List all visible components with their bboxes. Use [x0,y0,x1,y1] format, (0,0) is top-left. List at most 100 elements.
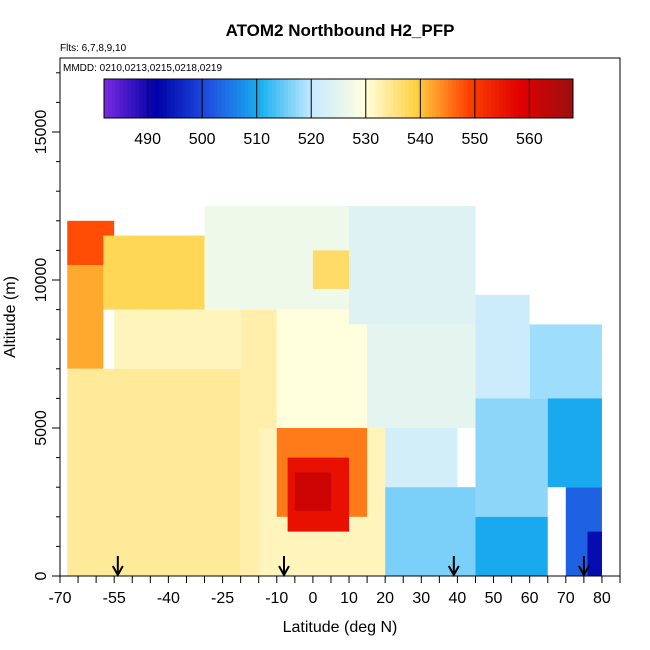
colorbar-tick-label: 560 [516,131,543,148]
colorbar-segment [373,79,379,118]
colorbar-segment [494,79,500,118]
colorbar-segment [104,79,109,118]
colorbar-segment [408,79,414,118]
colorbar-segment [205,79,211,118]
colorbar-segment [232,79,238,118]
x-tick-label: -10 [265,590,288,607]
colorbar-segment [158,79,164,118]
profile-markers [111,556,590,578]
colorbar-segment [526,79,531,118]
colorbar-segment [549,79,554,118]
colorbar-segment [123,79,128,118]
colorbar-segment [131,79,136,118]
colorbar-segment [209,79,214,118]
colorbar-segment [420,79,425,118]
heatmap-cell-1 [67,265,104,369]
x-tick-label: -25 [211,590,234,607]
colorbar-segment [217,79,222,118]
colorbar-segment [115,79,121,118]
colorbar-segment [307,79,312,118]
colorbar-segment [440,79,445,118]
colorbar-segment [424,79,429,118]
colorbar-segment [514,79,519,118]
colorbar-segment [287,79,293,118]
colorbar-segment [361,79,367,118]
colorbar: 490 500 510 520 530 540 550 560 [103,78,574,148]
y-tick-label: 10000 [33,258,50,303]
colorbar-segment [197,79,203,118]
colorbar-segment [279,79,285,118]
colorbar-tick-label: 500 [189,131,216,148]
y-tick-label: 0 [33,571,50,580]
colorbar-segment [354,79,359,118]
profile-arrow-icon [278,556,290,578]
colorbar-segment [553,79,558,118]
colorbar-segment [377,79,382,118]
colorbar-segment [315,79,320,118]
colorbar-segment [416,79,422,118]
colorbar-segment [510,79,515,118]
colorbar-segment [451,79,457,118]
colorbar-segment [111,79,117,118]
x-tick-label: 50 [485,590,503,607]
colorbar-segment [346,79,351,118]
y-axis: 0 5000 10000 15000 [33,72,60,580]
colorbar-tick-label: 530 [352,131,379,148]
colorbar-segment [483,79,488,118]
colorbar-segment [447,79,453,118]
plot-frame [59,57,621,577]
x-tick-label: -40 [157,590,180,607]
x-tick-label: -70 [48,590,71,607]
colorbar-segment [436,79,441,118]
colorbar-segment [225,79,230,118]
heatmap-cell-21 [547,398,602,488]
colorbar-segment [358,79,363,118]
colorbar-segment [541,79,547,118]
colorbar-segment [229,79,234,118]
x-tick-label: 70 [557,590,575,607]
x-tick-label: 30 [412,590,430,607]
colorbar-segment [154,79,160,118]
colorbar-segment [252,79,257,118]
colorbar-segment [432,79,437,118]
colorbar-segment [275,79,281,118]
colorbar-segment [162,79,168,118]
x-axis-label: Latitude (deg N) [283,619,398,636]
colorbar-segment [201,79,207,118]
colorbar-segment [334,79,339,118]
profile-arrow-icon [447,556,460,578]
colorbar-segment [455,79,461,118]
heatmap-cell-19 [475,516,548,576]
dates-note: MMDD: 0210,0213,0215,0218,0219 [63,63,222,74]
colorbar-segment [530,79,535,118]
colorbar-segment [166,79,171,118]
colorbar-segment [135,79,140,118]
x-axis: -70 -55 -40 -25 -10 0 10 20 30 40 50 60 70 80 [48,576,621,607]
colorbar-segment [119,79,125,118]
colorbar-segment [545,79,551,118]
colorbar-segment [467,79,472,118]
colorbar-segment [174,79,179,118]
colorbar-segment [330,79,336,118]
colorbar-segment [260,79,265,118]
heatmap-cell-10 [367,324,476,428]
colorbar-segment [146,79,152,118]
x-tick-label: 40 [449,590,467,607]
heatmap-cell-9 [349,206,476,325]
heatmap-cell-20 [529,324,602,399]
profile-arrow-icon [577,556,590,578]
colorbar-segment [139,79,144,118]
colorbar-segment [182,79,187,118]
colorbar-segment [213,79,218,118]
colorbar-segment [178,79,183,118]
colorbar-segment [350,79,355,118]
colorbar-segment [401,79,406,118]
colorbar-segment [471,79,476,118]
colorbar-segment [311,79,316,118]
colorbar-tick-label: 540 [407,131,434,148]
heatmap-cell-15 [385,428,458,488]
colorbar-segment [318,79,324,118]
colorbar-segment [569,79,574,118]
x-tick-label: 20 [376,590,394,607]
